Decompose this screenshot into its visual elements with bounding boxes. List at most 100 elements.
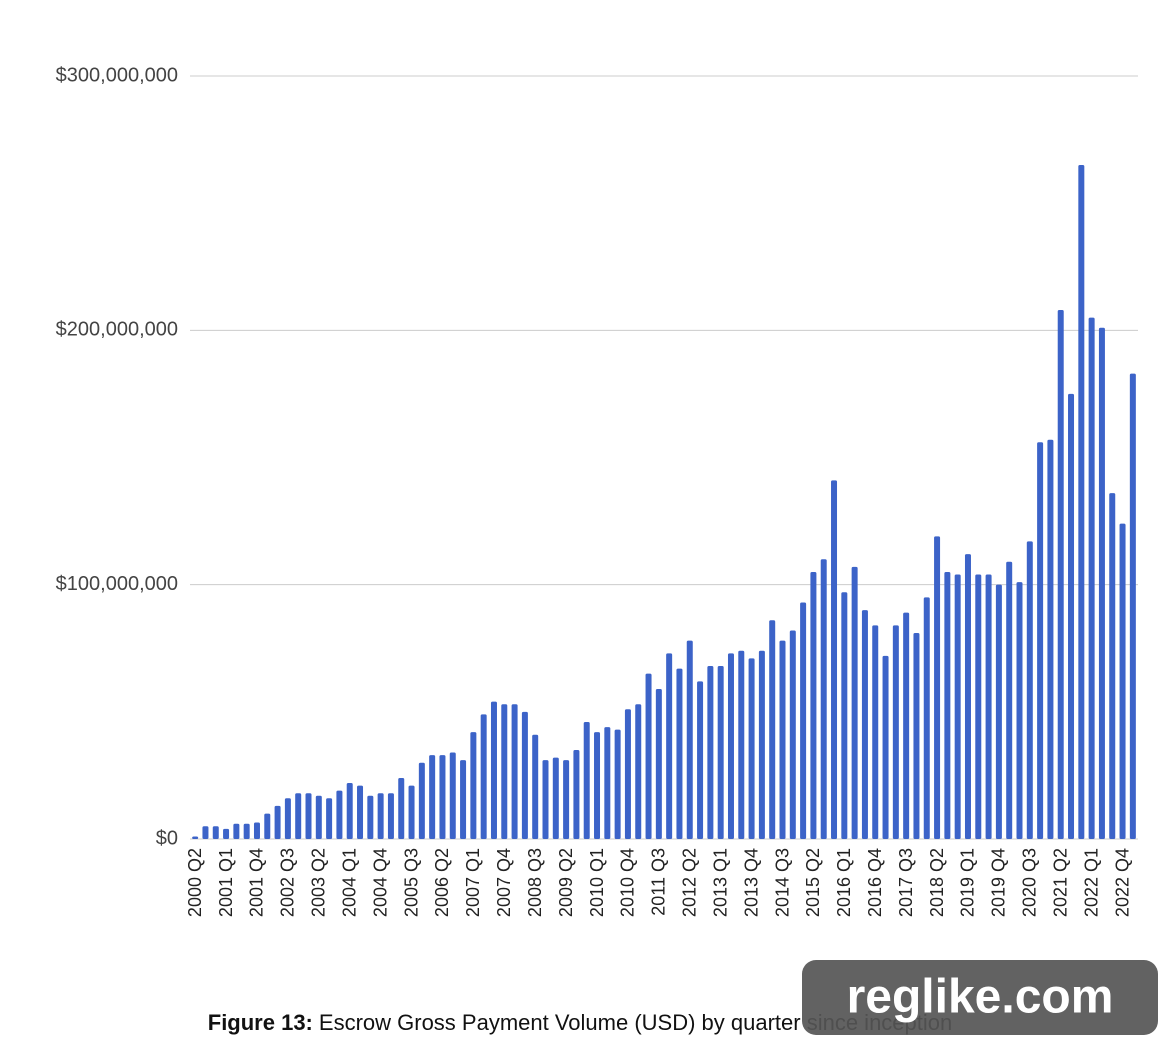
- x-tick-label: 2015 Q2: [803, 848, 823, 917]
- bar: [789, 630, 796, 839]
- bar: [810, 571, 817, 839]
- x-tick-label: 2009 Q2: [556, 848, 576, 917]
- bar: [624, 709, 631, 839]
- bar: [542, 760, 549, 839]
- bar: [831, 480, 838, 839]
- x-tick-label: 2014 Q3: [772, 848, 792, 917]
- bar: [1088, 317, 1095, 839]
- bar: [738, 650, 745, 839]
- x-tick-label: 2020 Q3: [1020, 848, 1040, 917]
- bar: [1057, 309, 1064, 839]
- bar: [1119, 523, 1126, 839]
- bar: [552, 757, 559, 839]
- bar: [748, 658, 755, 839]
- bar: [346, 783, 353, 839]
- x-tick-label: 2000 Q2: [185, 848, 205, 917]
- watermark-bg: [802, 960, 1158, 1035]
- bar: [841, 592, 848, 839]
- bar: [1037, 442, 1044, 839]
- x-tick-label: 2006 Q2: [432, 848, 452, 917]
- bar: [305, 793, 312, 839]
- bar: [707, 666, 714, 839]
- x-tick-label: 2016 Q4: [865, 848, 885, 917]
- x-tick-label: 2001 Q1: [216, 848, 236, 917]
- watermark: reglike.com: [847, 971, 1114, 1024]
- bar: [686, 640, 693, 839]
- bar: [253, 822, 260, 839]
- bar: [779, 640, 786, 839]
- bar: [460, 760, 467, 839]
- bar: [284, 798, 291, 839]
- bar: [418, 762, 425, 839]
- bar: [954, 574, 961, 839]
- bar: [995, 584, 1002, 839]
- x-tick-label: 2010 Q1: [587, 848, 607, 917]
- bar: [521, 711, 528, 839]
- y-tick-label: $0: [156, 827, 178, 849]
- bar: [1068, 393, 1075, 839]
- x-tick-label: 2001 Q4: [247, 848, 267, 917]
- bar: [1047, 439, 1054, 839]
- bar: [645, 673, 652, 839]
- y-tick-label: $200,000,000: [56, 319, 178, 341]
- x-tick-label: 2005 Q3: [401, 848, 421, 917]
- bar: [717, 666, 724, 839]
- bar: [233, 823, 240, 839]
- bar: [583, 722, 590, 839]
- bar: [964, 554, 971, 839]
- bar: [769, 620, 776, 839]
- x-tick-label: 2007 Q1: [463, 848, 483, 917]
- x-tick-label: 2004 Q4: [370, 848, 390, 917]
- bar: [326, 798, 333, 839]
- bar: [985, 574, 992, 839]
- bar: [666, 653, 673, 839]
- bar: [1078, 165, 1085, 839]
- bar: [1129, 373, 1136, 839]
- bar: [1098, 327, 1105, 839]
- x-tick-label: 2021 Q2: [1050, 848, 1070, 917]
- bar: [480, 714, 487, 839]
- bar: [1006, 561, 1013, 839]
- bar: [264, 813, 271, 839]
- bar: [604, 727, 611, 839]
- bar: [923, 597, 930, 839]
- x-tick-label: 2007 Q4: [494, 848, 514, 917]
- bar: [944, 571, 951, 839]
- bar: [387, 793, 394, 839]
- bar: [892, 625, 899, 839]
- bar: [861, 610, 868, 839]
- bar: [872, 625, 879, 839]
- bar: [851, 566, 858, 839]
- bar: [295, 793, 302, 839]
- bar: [934, 536, 941, 839]
- bar: [1026, 541, 1033, 839]
- bar: [1109, 493, 1116, 839]
- bar: [408, 785, 415, 839]
- bar: [315, 795, 322, 839]
- x-tick-label: 2022 Q1: [1081, 848, 1101, 917]
- bar: [727, 653, 734, 839]
- bar: [655, 688, 662, 839]
- x-tick-label: 2012 Q2: [680, 848, 700, 917]
- bar: [573, 749, 580, 839]
- bar: [336, 790, 343, 839]
- bar: [439, 755, 446, 839]
- x-tick-label: 2013 Q4: [741, 848, 761, 917]
- y-tick-label: $100,000,000: [56, 573, 178, 595]
- x-tick-label: 2022 Q4: [1112, 848, 1132, 917]
- x-tick-label: 2017 Q3: [896, 848, 916, 917]
- x-tick-label: 2011 Q3: [649, 848, 669, 916]
- bar: [532, 734, 539, 839]
- bar: [697, 681, 704, 839]
- x-tick-label: 2004 Q1: [339, 848, 359, 917]
- bar: [429, 755, 436, 839]
- x-tick-label: 2013 Q1: [710, 848, 730, 917]
- bar: [501, 704, 508, 839]
- bar: [202, 826, 209, 839]
- x-tick-label: 2019 Q4: [989, 848, 1009, 917]
- bar: [1016, 582, 1023, 839]
- bar: [820, 559, 827, 839]
- bar: [614, 729, 621, 839]
- bar: [274, 805, 281, 839]
